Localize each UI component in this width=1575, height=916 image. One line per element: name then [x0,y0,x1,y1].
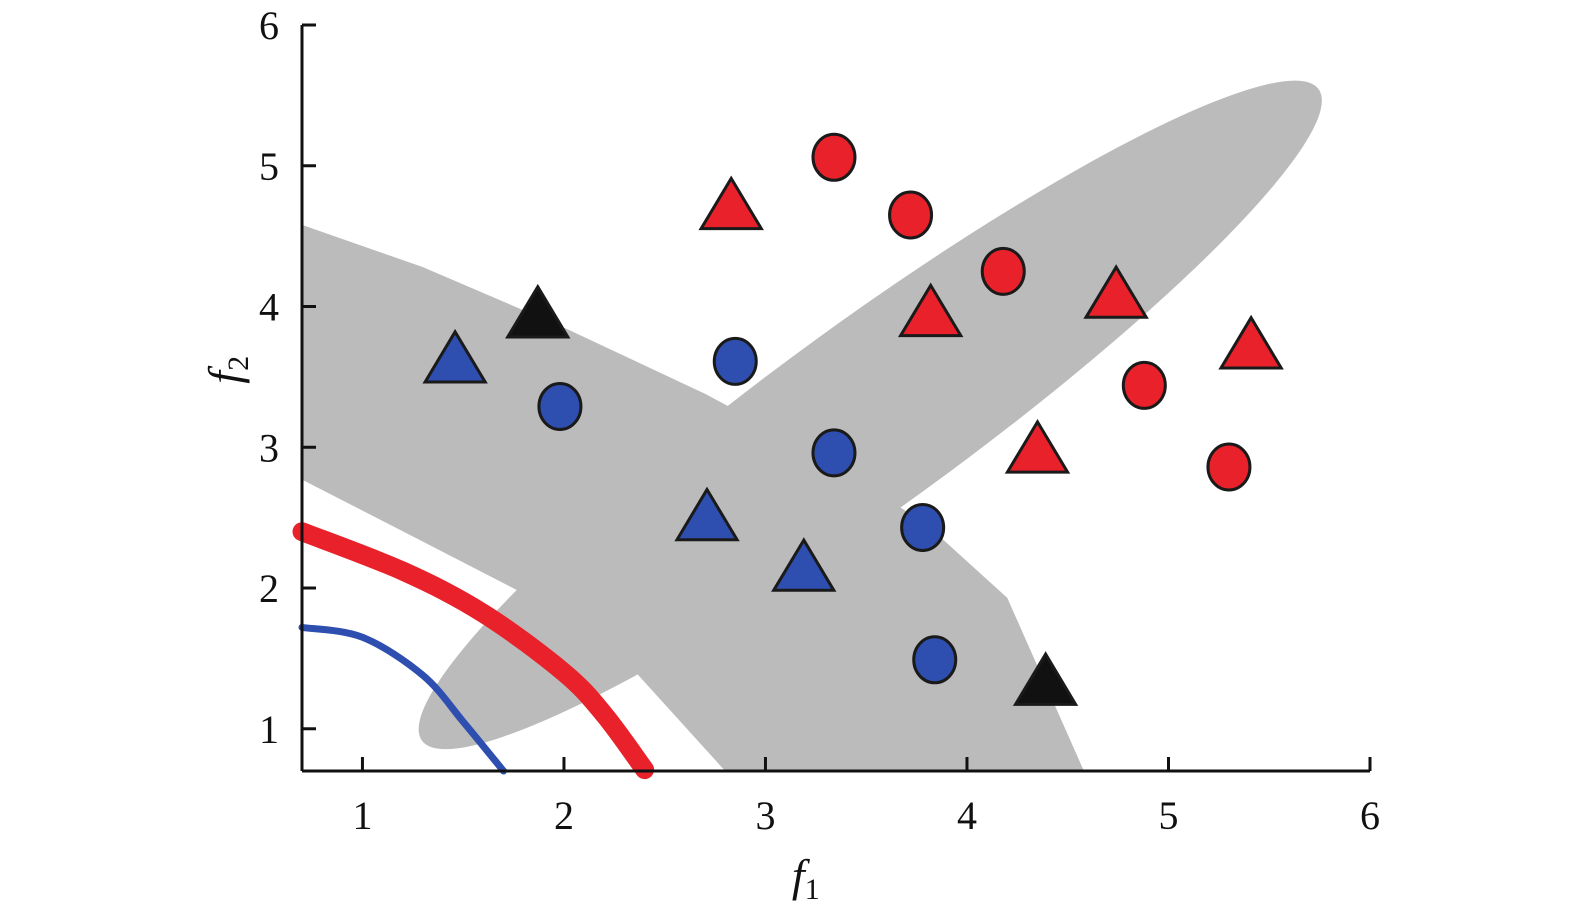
red-triangle-marker [897,282,964,338]
red-circle-marker [1206,442,1252,492]
x-tick-label: 2 [554,793,574,838]
shaded-regions [302,80,1322,771]
blue-circle-marker [912,635,958,685]
y-tick-label: 5 [259,144,279,189]
blue-circle-marker [811,428,857,478]
y-axis-label: f2 [199,356,255,384]
region-ellipse-1 [418,80,1322,750]
red-triangle-marker [698,175,764,231]
black-triangle-marker [505,283,571,339]
red-frontier-curve [292,522,655,780]
y-tick-label: 4 [259,285,279,330]
frontier-curves [292,522,655,780]
red-circle-marker [888,190,934,240]
blue-frontier-curve [298,623,507,775]
x-tick-label: 3 [755,793,775,838]
black-triangle-marker [1012,651,1079,706]
data-markers [422,132,1284,706]
x-tick-label: 6 [1360,793,1380,838]
x-tick-label: 5 [1158,793,1178,838]
blue-circle-marker [537,381,583,431]
blue-circle-marker [712,336,758,386]
blue-triangle-marker [771,537,837,592]
red-triangle-marker [1218,314,1284,370]
y-tick-label: 2 [259,566,279,611]
red-triangle-marker [1004,418,1071,474]
red-circle-marker [811,132,857,182]
red-triangle-marker [1083,264,1149,319]
red-circle-marker [1121,360,1167,410]
y-tick-label: 6 [259,3,279,48]
y-tick-label: 3 [259,425,279,470]
x-axis-label: f1 [792,850,820,906]
y-tick-label: 1 [259,707,279,752]
x-tick-label: 1 [352,793,372,838]
blue-triangle-marker [422,328,488,384]
blue-circle-marker [900,502,946,552]
blue-triangle-marker [674,486,740,542]
x-tick-label: 4 [957,793,977,838]
axes: 1 2 3 4 5 6 1 2 3 4 5 6 [259,3,1380,838]
red-circle-marker [980,246,1026,296]
